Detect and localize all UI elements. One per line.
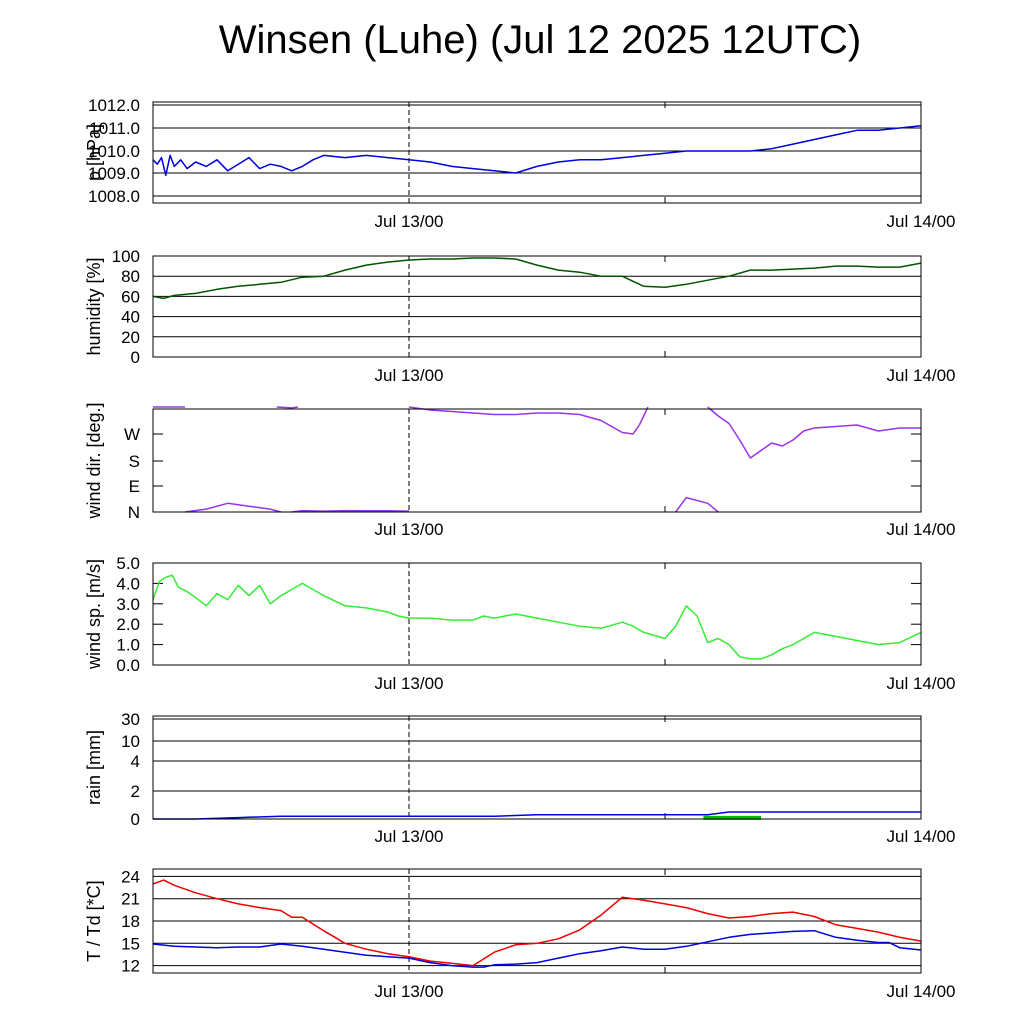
wind-speed-frame (152, 562, 922, 666)
temperature-ytick-label: 12 (121, 957, 140, 976)
pressure-series-line (152, 124, 922, 177)
temperature-ytick-label: 18 (121, 912, 140, 931)
wind-speed-ylabel: wind sp. [m/s] (84, 559, 104, 670)
rain-xtick-label: Jul 14/00 (887, 827, 956, 846)
wind-speed-series-line (152, 574, 922, 660)
humidity-ytick-label: 40 (121, 308, 140, 327)
wind-direction-series-line (184, 502, 282, 513)
wind-direction-ytick-label: E (129, 477, 140, 496)
temperature-ytick-label: 24 (121, 867, 140, 886)
humidity-ytick-label: 100 (112, 247, 140, 266)
rain-frame (152, 715, 922, 820)
temperature-ytick-label: 21 (121, 890, 140, 909)
rain-panel: 30 104 2 0 rain [mm] Jul 13/00 Jul 14/00 (84, 710, 956, 846)
wind-direction-ylabel: wind dir. [deg.] (84, 402, 104, 519)
pressure-ytick-label: 1008.0 (88, 187, 140, 206)
pressure-ytick-label: 1011.0 (89, 119, 140, 138)
wind-speed-panel: 5.04.0 3.02.0 1.00.0 wind sp. [m/s] Jul 13/0… (84, 554, 956, 693)
wind-speed-xtick-label: Jul 14/00 (887, 674, 956, 693)
temperature-xtick-label: Jul 14/00 (887, 982, 956, 1001)
wind-speed-ytick-label: 1.0 (116, 636, 140, 655)
rain-ytick-label: 30 (121, 710, 140, 729)
humidity-ytick-label: 20 (121, 328, 140, 347)
humidity-ytick-label: 60 (121, 287, 140, 306)
page-title: Winsen (Luhe) (Jul 12 2025 12UTC) (218, 18, 862, 62)
rain-series-line (153, 811, 921, 820)
pressure-panel: 1012.0 1011.0 1010.0 1009.0 1008.0 p [hPa] Jul… (84, 96, 956, 231)
humidity-xtick-label: Jul 13/00 (375, 366, 444, 385)
pressure-xtick-label: Jul 14/00 (887, 212, 956, 231)
wind-direction-series-line (276, 406, 299, 409)
pressure-ylabel: p [hPa] (84, 124, 104, 181)
wind-direction-xtick-label: Jul 14/00 (887, 520, 956, 539)
wind-direction-ytick-label: W (124, 425, 140, 444)
wind-speed-ytick-label: 5.0 (116, 554, 140, 573)
rain-ytick-label: 10 (121, 732, 140, 751)
pressure-ytick-label: 1010.0 (88, 142, 140, 161)
pressure-ytick-label: 1009.0 (88, 164, 140, 183)
wind-direction-frame (152, 408, 922, 513)
rain-ytick-label: 2 (131, 782, 140, 801)
rain-ylabel: rain [mm] (84, 730, 104, 805)
wind-direction-ytick-label: N (128, 503, 140, 522)
temperature-frame (152, 868, 922, 974)
wind-speed-ytick-label: 0.0 (116, 656, 140, 675)
wind-direction-ytick-label: S (129, 452, 140, 471)
humidity-xtick-label: Jul 14/00 (887, 366, 956, 385)
temperature-ylabel: T / Td [*C] (84, 880, 104, 961)
rain-xtick-label: Jul 13/00 (375, 827, 444, 846)
wind-direction-series-line (707, 406, 921, 459)
humidity-ytick-label: 0 (131, 348, 140, 367)
humidity-ytick-label: 80 (121, 267, 140, 286)
wind-speed-ytick-label: 3.0 (116, 595, 140, 614)
rain-ytick-label: 0 (131, 810, 140, 829)
temperature-ytick-label: 15 (121, 934, 140, 953)
temperature-series-line (152, 929, 922, 968)
wind-direction-xtick-label: Jul 13/00 (375, 520, 444, 539)
temperature-panel: 24 21 18 15 12 T / Td [*C] Jul 13/00 Jul 14/00 (84, 867, 956, 1001)
pressure-frame (152, 101, 922, 204)
wind-speed-xtick-label: Jul 13/00 (375, 674, 444, 693)
humidity-series-line (152, 257, 922, 300)
pressure-ytick-label: 1012.0 (88, 96, 140, 115)
wind-direction-series-line (675, 496, 719, 513)
wind-speed-ytick-label: 2.0 (116, 615, 140, 634)
humidity-frame (152, 255, 922, 358)
wind-direction-series-line (291, 509, 410, 513)
humidity-ylabel: humidity [%] (84, 257, 104, 355)
wind-direction-series-line (408, 406, 649, 435)
rain-ytick-label: 4 (131, 752, 140, 771)
temperature-xtick-label: Jul 13/00 (375, 982, 444, 1001)
wind-speed-ytick-label: 4.0 (116, 574, 140, 593)
pressure-xtick-label: Jul 13/00 (375, 212, 444, 231)
temperature-series-line (152, 879, 922, 967)
